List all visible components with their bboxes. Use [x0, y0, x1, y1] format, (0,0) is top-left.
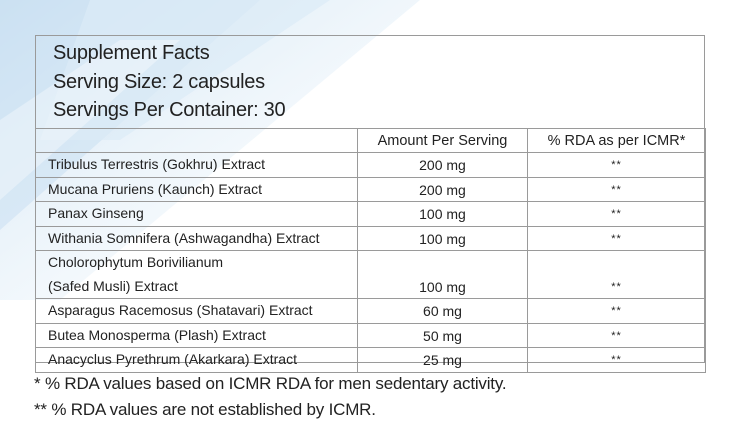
- footnote: ** % RDA values are not established by I…: [34, 400, 376, 419]
- table-body: Tribulus Terrestris (Gokhru) Extract 200 …: [35, 152, 706, 373]
- ingredient-name: Cholorophytum Borivilianum (Safed Musli)…: [35, 250, 358, 299]
- amount: 50 mg: [357, 322, 528, 348]
- rda: **: [527, 298, 706, 324]
- facts-table: Amount Per Serving% RDA as per ICMR* Tri…: [35, 128, 706, 373]
- amount: 200 mg: [357, 176, 528, 202]
- amount: 100 mg: [357, 225, 528, 251]
- ingredient-name: Anacyclus Pyrethrum (Akarkara) Extract: [35, 347, 358, 373]
- table-row: Tribulus Terrestris (Gokhru) Extract 200 …: [35, 152, 706, 178]
- ingredient-name: Butea Monosperma (Plash) Extract: [35, 322, 358, 348]
- facts-panel: Supplement Facts Serving Size: 2 capsule…: [35, 35, 706, 373]
- serving-size: Serving Size: 2 capsules: [53, 70, 265, 93]
- header-row: Amount Per Serving% RDA as per ICMR*: [35, 128, 706, 153]
- ingredient-name: Panax Ginseng: [35, 201, 358, 227]
- footnote: * % RDA values based on ICMR RDA for men…: [34, 374, 507, 393]
- ingredient-name: Withania Somnifera (Ashwagandha) Extract: [35, 225, 358, 251]
- rda: **: [527, 322, 706, 348]
- column-header: Amount Per Serving: [357, 128, 528, 153]
- panel-header: Supplement Facts Serving Size: 2 capsule…: [53, 39, 286, 125]
- table-row: Cholorophytum Borivilianum (Safed Musli)…: [35, 250, 706, 299]
- amount: 200 mg: [357, 152, 528, 178]
- ingredient-name: Tribulus Terrestris (Gokhru) Extract: [35, 152, 358, 178]
- table-row: Mucana Pruriens (Kaunch) Extract 200 mg **: [35, 176, 706, 202]
- table-row: Withania Somnifera (Ashwagandha) Extract…: [35, 225, 706, 251]
- table-row: Anacyclus Pyrethrum (Akarkara) Extract 25…: [35, 347, 706, 373]
- title: Supplement Facts: [53, 42, 210, 64]
- amount: 25 mg: [357, 347, 528, 373]
- rda: **: [527, 250, 706, 299]
- rda: **: [527, 225, 706, 251]
- rda: **: [527, 347, 706, 373]
- ingredient-name: Mucana Pruriens (Kaunch) Extract: [35, 176, 358, 202]
- amount: 60 mg: [357, 298, 528, 324]
- table-row: Asparagus Racemosus (Shatavari) Extract 6…: [35, 298, 706, 324]
- column-header: [35, 128, 358, 153]
- rda: **: [527, 152, 706, 178]
- column-header: % RDA as per ICMR*: [527, 128, 706, 153]
- servings-per-container: Servings Per Container: 30: [53, 99, 286, 121]
- ingredient-name: Asparagus Racemosus (Shatavari) Extract: [35, 298, 358, 324]
- rda: **: [527, 201, 706, 227]
- rda: **: [527, 176, 706, 202]
- table-row: Panax Ginseng 100 mg **: [35, 201, 706, 227]
- amount: 100 mg: [357, 201, 528, 227]
- footnotes: * % RDA values based on ICMR RDA for men…: [34, 371, 507, 423]
- table-row: Butea Monosperma (Plash) Extract 50 mg **: [35, 322, 706, 348]
- amount: 100 mg: [357, 250, 528, 299]
